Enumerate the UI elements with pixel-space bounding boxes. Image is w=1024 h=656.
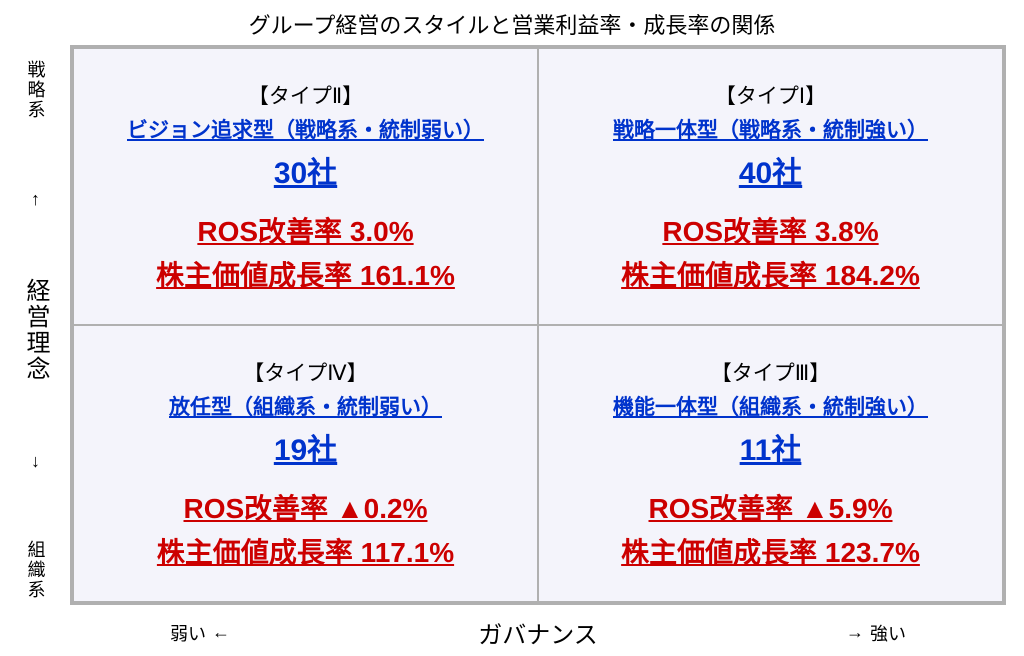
- quadrant-bottom-right: 【タイプⅢ】 機能一体型（組織系・統制強い） 11社 ROS改善率 ▲5.9% …: [538, 325, 1003, 602]
- cell-description: 放任型（組織系・統制弱い）: [169, 391, 442, 421]
- type-label: 【タイプⅢ】: [711, 357, 830, 387]
- cell-ros: ROS改善率 3.8%: [662, 210, 878, 250]
- cell-count: 11社: [740, 425, 802, 469]
- y-axis: 戦略系 ↑ 経営理念 ↓ 組織系: [18, 60, 53, 600]
- cell-description: ビジョン追求型（戦略系・統制弱い）: [127, 114, 484, 144]
- cell-growth: 株主価値成長率 184.2%: [621, 254, 920, 294]
- cell-description: 機能一体型（組織系・統制強い）: [613, 391, 928, 421]
- cell-count: 40社: [739, 148, 802, 192]
- x-axis-right-label: 強い: [870, 620, 906, 646]
- type-label: 【タイプⅣ】: [243, 357, 367, 387]
- type-label: 【タイプⅠ】: [715, 80, 826, 110]
- arrow-down-icon: ↓: [31, 452, 40, 470]
- arrow-up-icon: ↑: [31, 190, 40, 208]
- cell-growth: 株主価値成長率 123.7%: [621, 531, 920, 571]
- cell-count: 19社: [274, 425, 337, 469]
- arrow-right-icon: →: [846, 622, 864, 643]
- quadrant-top-right: 【タイプⅠ】 戦略一体型（戦略系・統制強い） 40社 ROS改善率 3.8% 株…: [538, 48, 1003, 325]
- quadrant-bottom-left: 【タイプⅣ】 放任型（組織系・統制弱い） 19社 ROS改善率 ▲0.2% 株主…: [73, 325, 538, 602]
- y-axis-bottom-label: 組織系: [23, 540, 49, 600]
- chart-title: グループ経営のスタイルと営業利益率・成長率の関係: [0, 0, 1024, 46]
- cell-ros: ROS改善率 3.0%: [197, 210, 413, 250]
- y-axis-top-label: 戦略系: [23, 60, 49, 120]
- quadrant-chart: 【タイプⅡ】 ビジョン追求型（戦略系・統制弱い） 30社 ROS改善率 3.0%…: [70, 45, 1006, 605]
- x-axis-main-label: ガバナンス: [478, 615, 598, 650]
- x-axis-left-label: 弱い: [170, 620, 206, 646]
- cell-growth: 株主価値成長率 117.1%: [157, 531, 454, 571]
- cell-ros: ROS改善率 ▲5.9%: [649, 487, 893, 527]
- cell-ros: ROS改善率 ▲0.2%: [184, 487, 428, 527]
- quadrant-grid: 【タイプⅡ】 ビジョン追求型（戦略系・統制弱い） 30社 ROS改善率 3.0%…: [70, 45, 1006, 605]
- arrow-left-icon: ←: [212, 622, 230, 643]
- cell-growth: 株主価値成長率 161.1%: [156, 254, 455, 294]
- y-axis-main-label: 経営理念: [18, 278, 53, 382]
- quadrant-top-left: 【タイプⅡ】 ビジョン追求型（戦略系・統制弱い） 30社 ROS改善率 3.0%…: [73, 48, 538, 325]
- type-label: 【タイプⅡ】: [248, 80, 363, 110]
- cell-description: 戦略一体型（戦略系・統制強い）: [613, 114, 928, 144]
- x-axis: 弱い ← ガバナンス → 強い: [70, 615, 1006, 650]
- cell-count: 30社: [274, 148, 337, 192]
